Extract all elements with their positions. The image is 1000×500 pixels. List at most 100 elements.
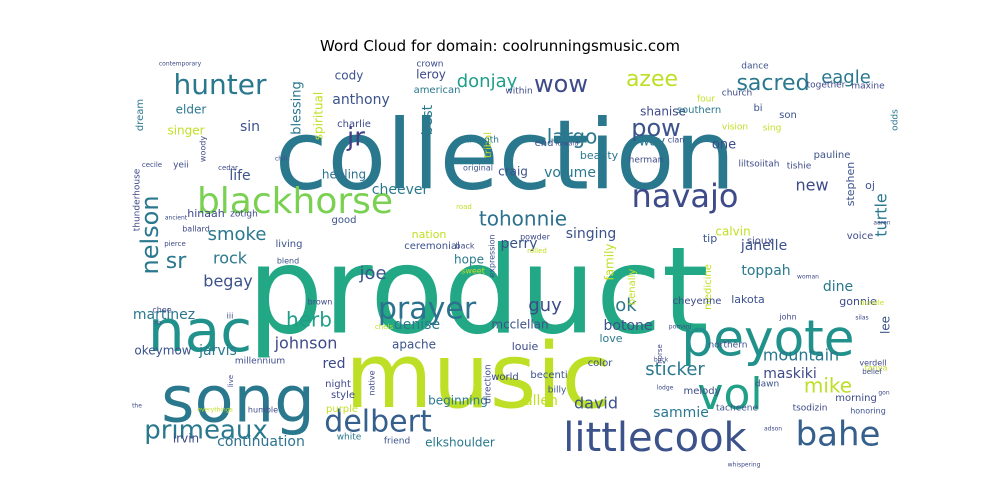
word-pow: pow [631,114,681,142]
word-live: live [227,375,235,387]
word-tishie: tishie [787,162,812,172]
word-continuation: continuation [217,434,305,450]
word-original: original [463,164,493,173]
word-love: love [599,332,622,345]
word-eagle: eagle [821,67,871,88]
word-gonnie: gonnie [839,295,877,308]
word-melody: melody [683,386,720,397]
word-joe: joe [358,263,386,284]
word-na: na [154,320,162,327]
word-beauty: beauty [580,149,619,162]
word-bi: bi [753,103,762,114]
word-family: family [603,243,617,280]
word-iii: iii [227,312,234,321]
word-maskiki: maskiki [763,366,817,382]
word-azee: azee [626,67,678,92]
word-the: the [132,403,142,410]
word-wow: wow [534,70,588,98]
word-denise: denise [394,317,440,333]
word-brown: brown [308,298,333,307]
word-prayer: prayer [378,292,477,327]
word-littlecook: littlecook [563,415,747,461]
word-david: david [574,394,618,413]
word-calvin: calvin [715,225,750,239]
word-medicine: medicine [703,264,714,310]
word-botone: botone [604,318,653,334]
word-johnson: johnson [274,334,338,353]
word-primeaux: primeaux [144,416,268,446]
word-peyote: peyote [681,310,854,368]
word-mike: mike [804,374,852,398]
word-southern: southern [677,105,721,116]
word-shanise: shanise [640,105,686,119]
word-one: one [712,138,736,153]
word-stephen: stephen [844,162,857,207]
word-sioux: sioux [747,236,773,247]
word-living: living [276,239,303,250]
word-lakota: lakota [731,293,765,306]
word-hope: hope [454,253,484,267]
word-begay: begay [203,272,252,291]
word-red: red [323,356,346,372]
word-northern: northern [709,341,748,351]
word-native: native [368,370,377,395]
word-rock: rock [213,249,248,268]
word-ceremonial: ceremonial [404,241,460,252]
word-sing: sing [763,124,782,134]
word-gon: gon [878,390,889,397]
word-aaron: aaron [873,220,890,227]
word-apache: apache [392,338,436,352]
word-ancient: ancient [165,215,188,222]
word-john: john [778,313,796,322]
word-singer: singer [167,124,204,138]
word-millennium: millennium [235,357,285,367]
word-vision: vision [722,123,748,133]
word-mountain: mountain [763,346,839,365]
word-sr: sr [166,249,187,274]
word-lodge: lodge [657,385,674,392]
word-anthony: anthony [332,92,390,108]
word-okeymow: okeymow [134,344,191,358]
word-sticker: sticker [645,359,705,380]
word-blackhorse: blackhorse [197,181,393,222]
word-leroy: leroy [416,68,446,82]
word-pauline: pauline [814,150,851,161]
word-blessing: blessing [290,81,305,135]
word-american: american [414,85,461,96]
word-elkshoulder: elkshoulder [425,436,495,450]
word-becenti: becenti [530,370,567,381]
word-nelson: nelson [136,195,164,274]
word-world: world [491,372,519,383]
word-church: church [722,89,753,99]
word-good: good [332,215,357,226]
word-zotigh: zotigh [230,210,258,220]
word-white: white [337,433,362,443]
word-singing: singing [566,226,617,242]
word-lee: lee [879,316,893,334]
word-nation: nation [412,228,447,241]
word-chili: chili [275,156,287,163]
word-cody: cody [335,69,364,83]
word-life: life [229,168,250,184]
word-music: music [345,324,611,429]
word-road: road [456,203,472,211]
word-jr: jr [346,123,365,153]
word-sweet: sweet [461,267,485,276]
word-volume: volume [544,165,596,181]
word-tacheene: tacheene [716,404,758,414]
word-toppah: toppah [741,263,790,279]
word-forward: forward [555,141,578,148]
word-crown: crown [416,60,443,70]
word-tanya: tanya [865,364,888,373]
word-oj: oj [865,179,875,192]
word-yeii: yeii [173,161,189,171]
word-herman: herman [629,156,664,166]
word-song: song [161,364,315,438]
word-vol: vol [697,369,762,420]
word-tip: tip [703,232,717,245]
word-cedar: cedar [218,164,238,172]
word-guy: guy [528,295,562,316]
word-healing: healing [322,168,366,182]
word-sammie: sammie [653,405,709,421]
